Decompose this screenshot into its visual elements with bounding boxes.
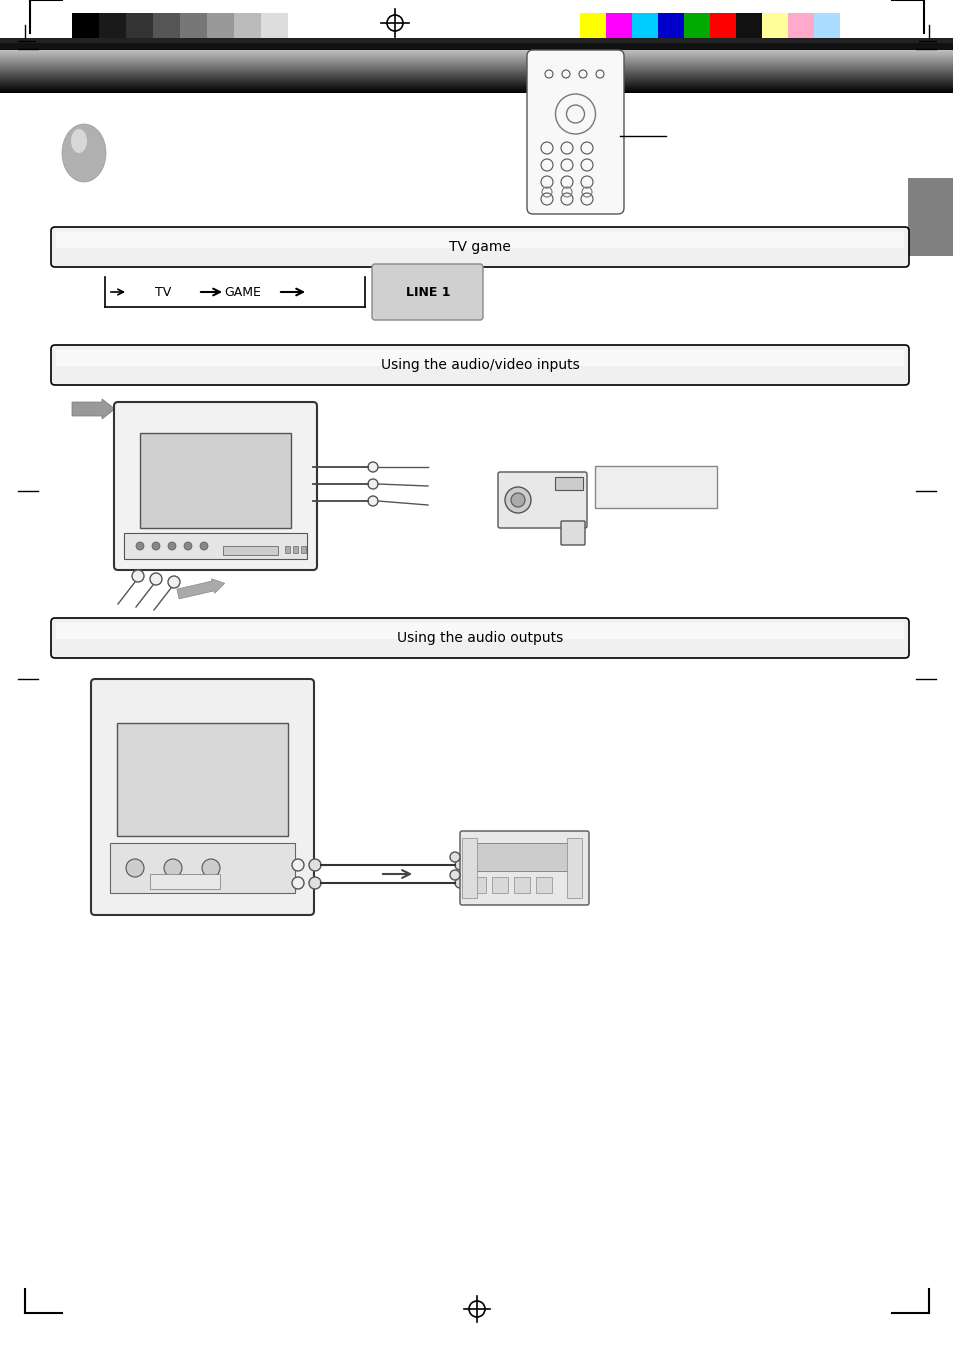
- Circle shape: [309, 877, 320, 889]
- Circle shape: [450, 852, 459, 862]
- FancyBboxPatch shape: [56, 231, 903, 249]
- Bar: [152, 14, 180, 41]
- Bar: [180, 14, 207, 41]
- Text: GAME: GAME: [224, 285, 261, 299]
- FancyBboxPatch shape: [56, 350, 903, 366]
- Bar: [813, 14, 840, 41]
- Text: TV game: TV game: [449, 240, 511, 254]
- Bar: [301, 546, 306, 553]
- Bar: [285, 546, 290, 553]
- Bar: [461, 838, 476, 898]
- Bar: [293, 546, 297, 553]
- Bar: [233, 14, 261, 41]
- Circle shape: [504, 486, 531, 513]
- Text: Using the audio/video inputs: Using the audio/video inputs: [380, 358, 578, 372]
- Circle shape: [126, 859, 144, 877]
- FancyBboxPatch shape: [51, 345, 908, 385]
- FancyBboxPatch shape: [51, 227, 908, 267]
- FancyBboxPatch shape: [51, 617, 908, 658]
- Ellipse shape: [62, 124, 106, 182]
- Bar: [605, 14, 631, 41]
- Circle shape: [455, 861, 464, 870]
- Bar: [140, 434, 291, 528]
- FancyBboxPatch shape: [113, 403, 316, 570]
- Bar: [470, 877, 485, 893]
- Text: LINE 1: LINE 1: [405, 285, 450, 299]
- Bar: [126, 14, 152, 41]
- FancyBboxPatch shape: [497, 471, 586, 528]
- Bar: [761, 14, 787, 41]
- Circle shape: [168, 576, 180, 588]
- Circle shape: [511, 493, 524, 507]
- Text: Using the audio outputs: Using the audio outputs: [396, 631, 562, 644]
- FancyBboxPatch shape: [560, 521, 584, 544]
- Circle shape: [184, 542, 192, 550]
- Bar: [470, 843, 577, 871]
- Bar: [0, 38, 953, 43]
- Circle shape: [200, 542, 208, 550]
- Bar: [566, 838, 581, 898]
- Circle shape: [368, 462, 377, 471]
- Bar: [595, 466, 717, 508]
- Circle shape: [152, 542, 160, 550]
- Bar: [907, 178, 953, 255]
- Bar: [117, 723, 288, 836]
- Circle shape: [168, 542, 175, 550]
- Bar: [288, 14, 314, 41]
- Bar: [261, 14, 288, 41]
- FancyArrow shape: [176, 578, 225, 598]
- Bar: [207, 14, 233, 41]
- Bar: [110, 843, 294, 893]
- Ellipse shape: [71, 128, 87, 153]
- Bar: [735, 14, 761, 41]
- Circle shape: [450, 870, 459, 880]
- Bar: [631, 14, 658, 41]
- Bar: [536, 877, 552, 893]
- Circle shape: [368, 496, 377, 507]
- FancyBboxPatch shape: [56, 623, 903, 639]
- Circle shape: [292, 877, 304, 889]
- FancyBboxPatch shape: [91, 680, 314, 915]
- Bar: [658, 14, 683, 41]
- Circle shape: [368, 480, 377, 489]
- Bar: [492, 877, 507, 893]
- Bar: [124, 534, 307, 559]
- Text: TV: TV: [154, 285, 171, 299]
- FancyArrow shape: [71, 399, 115, 419]
- Bar: [579, 14, 605, 41]
- Bar: [150, 874, 220, 889]
- Circle shape: [202, 859, 220, 877]
- Bar: [223, 546, 277, 555]
- Circle shape: [292, 859, 304, 871]
- Circle shape: [309, 859, 320, 871]
- FancyBboxPatch shape: [372, 263, 482, 320]
- Circle shape: [136, 542, 144, 550]
- Bar: [787, 14, 813, 41]
- Bar: [71, 14, 99, 41]
- Circle shape: [455, 878, 464, 888]
- FancyBboxPatch shape: [526, 50, 623, 213]
- FancyBboxPatch shape: [459, 831, 588, 905]
- Circle shape: [132, 570, 144, 582]
- Circle shape: [164, 859, 182, 877]
- Bar: [514, 877, 530, 893]
- Bar: [683, 14, 709, 41]
- Bar: [555, 477, 582, 490]
- Bar: [99, 14, 126, 41]
- Circle shape: [150, 573, 162, 585]
- Bar: [0, 42, 953, 50]
- Bar: [709, 14, 735, 41]
